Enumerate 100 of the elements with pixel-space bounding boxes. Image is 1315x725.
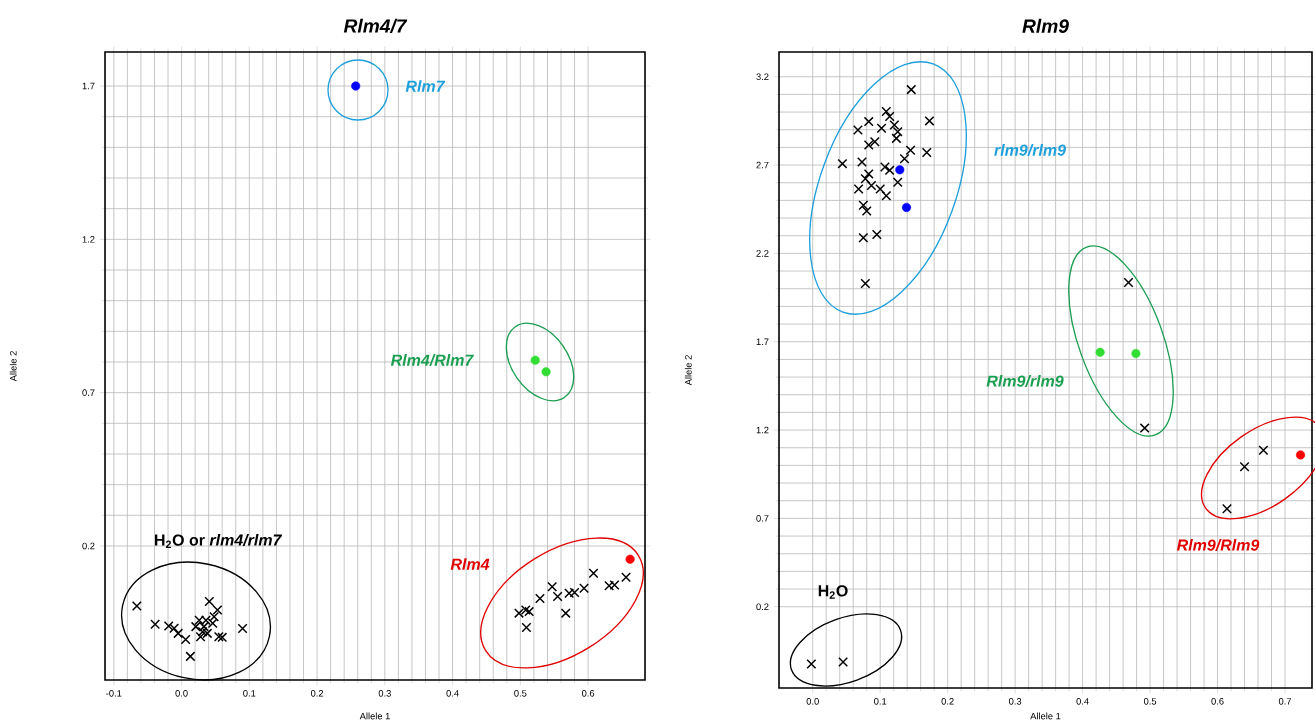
point: [552, 591, 563, 602]
point: [520, 605, 531, 616]
x-tick-label: 0.4: [446, 690, 459, 697]
point: [560, 608, 571, 619]
point: [881, 106, 892, 117]
point: [858, 200, 869, 211]
point: [858, 232, 869, 243]
point: [1222, 503, 1232, 514]
point: [906, 84, 917, 95]
y-tick-label: 1.7: [756, 338, 769, 345]
point: [1131, 349, 1141, 359]
annotation: Rlm9/rlm9: [986, 375, 1064, 387]
x-axis-title: Allele 1: [1030, 712, 1061, 720]
point: [621, 572, 632, 583]
y-axis-title: Allele 2: [9, 351, 17, 382]
point: [195, 631, 206, 642]
point: [924, 115, 935, 126]
point: [889, 119, 900, 130]
x-axis-title: Allele 1: [359, 712, 390, 720]
point: [921, 147, 932, 158]
point: [881, 190, 892, 201]
x-tick-label: 0.5: [514, 690, 527, 697]
point: [202, 628, 213, 639]
annotation: Rlm4: [450, 558, 490, 570]
y-tick-label: 3.2: [756, 73, 769, 81]
point: [853, 184, 864, 195]
point: [579, 583, 590, 594]
x-tick-label: 0.3: [378, 690, 391, 697]
point: [1239, 461, 1250, 472]
point: [895, 165, 905, 175]
point: [892, 177, 903, 188]
point: [1095, 347, 1105, 357]
x-tick-label: 0.6: [581, 690, 595, 697]
x-tick-label: 0.0: [806, 698, 819, 705]
point: [869, 136, 880, 147]
point: [876, 123, 887, 134]
point: [541, 367, 551, 377]
x-tick-label: 0.4: [1076, 698, 1089, 705]
point: [150, 619, 161, 630]
point: [1258, 445, 1269, 456]
point: [860, 173, 871, 184]
point: [860, 278, 871, 289]
annotation: rlm9/rlm9: [994, 144, 1066, 156]
annotation: H$_{2}$O or rlm4/rlm7: [155, 534, 283, 548]
x-tick-label: 0.2: [310, 690, 324, 697]
y-tick-label: 0.7: [82, 389, 95, 396]
point: [163, 621, 174, 631]
y-tick-label: 2.7: [756, 161, 769, 169]
x-tick-label: 0.2: [941, 698, 954, 705]
point: [838, 657, 849, 667]
point: [866, 180, 877, 191]
point: [905, 145, 916, 156]
point: [852, 125, 863, 136]
point: [891, 133, 902, 144]
point: [351, 81, 361, 91]
point: [173, 628, 184, 639]
point: [1139, 423, 1150, 434]
x-tick-label: -0.1: [106, 690, 122, 697]
point: [857, 157, 867, 168]
chart-title: Rlm4/7: [343, 18, 408, 33]
point: [547, 581, 558, 592]
point: [863, 168, 874, 179]
point: [861, 206, 872, 216]
point: [217, 632, 228, 643]
point: [588, 568, 599, 579]
x-tick-label: 0.5: [1143, 698, 1157, 705]
point: [837, 158, 848, 169]
point: [213, 631, 224, 642]
point: [530, 355, 540, 365]
point: [879, 162, 890, 172]
point: [806, 658, 817, 669]
point: [884, 165, 895, 176]
point: [169, 623, 180, 634]
x-tick-label: 0.1: [243, 690, 256, 697]
point: [899, 153, 910, 164]
annotation: H$_{2}$O: [818, 585, 848, 599]
point: [185, 651, 196, 662]
y-tick-label: 1.7: [82, 82, 95, 90]
point: [197, 626, 208, 637]
y-tick-label: 2.2: [756, 250, 769, 257]
point: [204, 596, 215, 607]
point: [871, 229, 882, 240]
point: [237, 623, 248, 634]
point: [892, 126, 903, 137]
x-tick-label: 0.6: [1211, 698, 1224, 705]
point: [1295, 450, 1306, 460]
y-tick-label: 1.2: [756, 426, 769, 434]
annotation: Rlm4/Rlm7: [390, 354, 474, 366]
annotation: Rlm7: [405, 80, 446, 92]
x-tick-label: 0.3: [1009, 698, 1022, 705]
x-tick-label: 0.0: [175, 690, 188, 697]
point: [1123, 277, 1134, 288]
y-tick-label: 0.2: [756, 603, 769, 611]
point: [901, 202, 912, 212]
point: [131, 601, 142, 612]
point: [875, 184, 886, 195]
point: [625, 554, 635, 564]
point: [535, 593, 545, 604]
y-tick-label: 1.2: [82, 236, 95, 243]
annotation: Rlm9/Rlm9: [1176, 539, 1260, 551]
